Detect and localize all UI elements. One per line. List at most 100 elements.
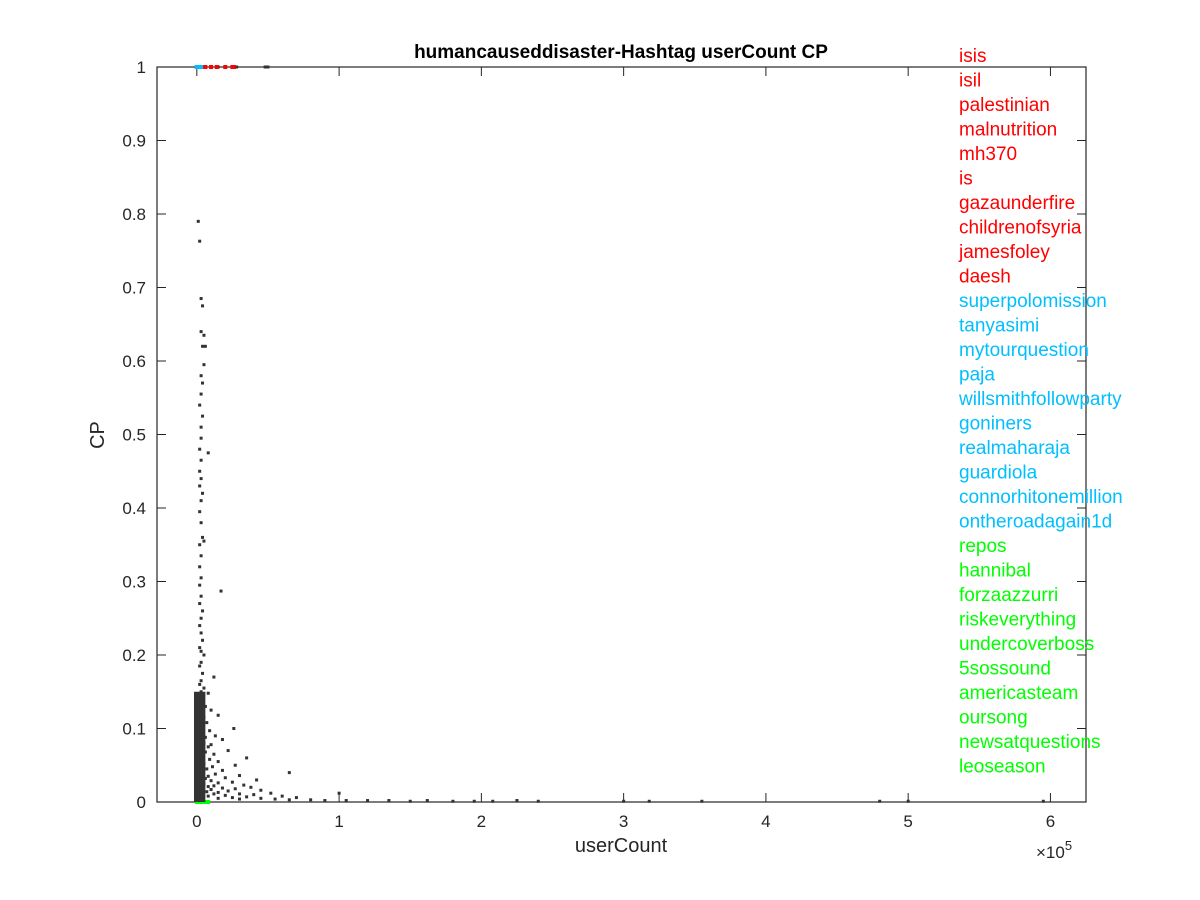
x-axis: 0 1 2 3 4 5 6 <box>192 67 1055 831</box>
data-point <box>269 791 273 795</box>
data-point <box>199 499 203 503</box>
data-point <box>201 638 205 642</box>
data-point <box>198 447 202 451</box>
data-point <box>205 721 209 725</box>
data-point <box>198 602 202 606</box>
annotation-label: goniners <box>959 414 1032 435</box>
data-point <box>263 65 267 69</box>
annotation-label: palestinian <box>959 95 1050 116</box>
data-point <box>223 793 227 797</box>
data-point <box>198 403 202 407</box>
data-point <box>252 793 256 797</box>
data-point <box>198 664 202 668</box>
y-tick-label: 0.8 <box>122 205 146 224</box>
annotation-label: newsatquestions <box>959 732 1101 753</box>
annotation-label: malnutrition <box>959 120 1057 141</box>
y-tick-label: 0.4 <box>122 499 146 518</box>
data-point <box>210 765 214 769</box>
data-point <box>214 65 219 69</box>
data-point <box>202 686 206 690</box>
data-point <box>220 786 224 790</box>
data-point <box>287 771 291 775</box>
data-point <box>216 796 220 800</box>
data-point <box>199 554 203 558</box>
data-point <box>201 304 205 308</box>
data-point <box>201 344 205 348</box>
annotation-label: willsmithfollowparty <box>958 389 1122 410</box>
data-point <box>219 589 223 593</box>
data-point <box>198 624 202 628</box>
data-point <box>212 784 216 788</box>
data-point <box>451 799 455 803</box>
data-point <box>472 799 476 803</box>
x-tick-label: 0 <box>192 812 201 831</box>
data-point <box>208 757 212 761</box>
data-point <box>199 616 203 620</box>
data-point <box>238 774 242 778</box>
y-tick-label: 0 <box>137 793 146 812</box>
data-point <box>878 799 882 803</box>
data-point <box>201 414 205 418</box>
data-point <box>255 778 259 782</box>
data-point <box>245 756 249 760</box>
data-point <box>209 65 214 69</box>
annotation-label: leoseason <box>959 757 1046 778</box>
data-point <box>206 774 210 778</box>
annotation-label: isil <box>959 71 981 92</box>
data-point <box>202 363 206 367</box>
data-point <box>536 799 540 803</box>
annotation-label: americasteam <box>959 683 1078 704</box>
annotation-label: daesh <box>959 267 1011 288</box>
data-point <box>647 799 651 803</box>
data-point <box>245 795 249 799</box>
data-point <box>216 713 220 717</box>
data-point <box>198 484 202 488</box>
data-point <box>198 239 202 243</box>
x-tick-label: 3 <box>619 812 628 831</box>
annotation-label: is <box>959 169 973 190</box>
data-point <box>212 675 216 679</box>
x-tick-label: 5 <box>903 812 912 831</box>
data-point <box>198 510 202 514</box>
data-point <box>199 65 204 69</box>
data-point <box>906 799 910 803</box>
data-point <box>196 65 201 69</box>
data-point <box>209 779 213 783</box>
data-point <box>235 65 239 69</box>
y-axis-label: CP <box>87 421 109 449</box>
data-point <box>198 565 202 569</box>
data-point <box>199 425 203 429</box>
data-points <box>193 65 1045 804</box>
data-point <box>199 521 203 525</box>
data-point <box>213 734 217 738</box>
data-point <box>223 776 227 780</box>
y-tick-label: 0.6 <box>122 352 146 371</box>
x-axis-label: userCount <box>575 835 668 857</box>
data-point <box>491 799 495 803</box>
data-point <box>223 65 228 69</box>
dense-cluster <box>193 691 206 802</box>
data-point <box>233 787 237 791</box>
data-point <box>294 796 298 800</box>
annotation-label: repos <box>959 536 1007 557</box>
data-point <box>201 609 205 613</box>
data-point <box>198 682 202 686</box>
data-point <box>209 788 213 792</box>
data-point <box>202 333 206 337</box>
x-axis-multiplier-exponent: 5 <box>1065 838 1072 853</box>
y-tick-label: 1 <box>137 58 146 77</box>
data-point <box>198 583 202 587</box>
y-axis: 0 0.1 0.2 0.3 0.4 0.5 0.6 0.7 0.8 0.9 1 <box>122 58 1086 812</box>
data-point <box>408 799 412 803</box>
data-point <box>198 469 202 473</box>
data-point <box>273 797 277 801</box>
annotation-label: superpolomission <box>959 291 1107 312</box>
data-point <box>209 743 213 747</box>
data-point <box>212 752 216 756</box>
data-point <box>622 799 626 803</box>
y-tick-label: 0.1 <box>122 720 146 739</box>
data-point <box>209 708 213 712</box>
data-point <box>206 745 210 749</box>
data-point <box>205 790 209 794</box>
